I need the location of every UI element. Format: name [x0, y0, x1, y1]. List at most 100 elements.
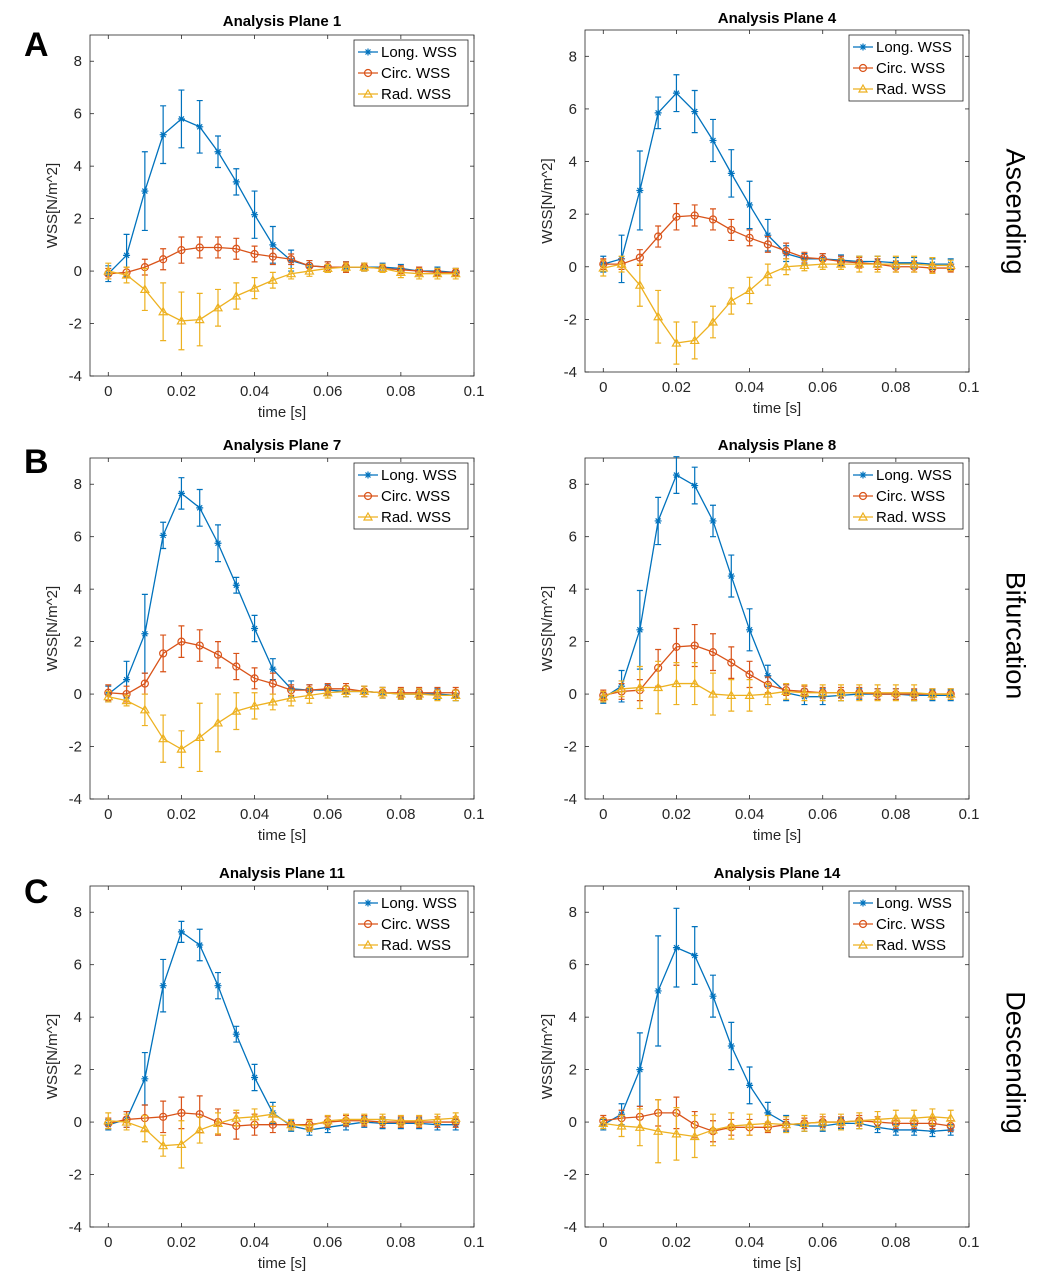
x-tick-label: 0.06 [313, 806, 342, 823]
data-point [598, 691, 609, 701]
legend-label: Circ. WSS [876, 60, 945, 77]
y-tick-label: -2 [564, 739, 577, 756]
data-point [636, 186, 644, 194]
data-point [196, 123, 204, 131]
data-point [744, 1119, 755, 1129]
data-point [140, 679, 149, 688]
legend-marker [364, 471, 372, 479]
data-point [250, 674, 259, 683]
data-point [159, 982, 167, 990]
data-point [287, 255, 296, 264]
data-point [654, 987, 662, 995]
chart-title: Analysis Plane 1 [223, 13, 341, 30]
data-point [672, 89, 680, 97]
x-tick-label: 0.06 [808, 806, 837, 823]
legend-marker [858, 919, 868, 929]
data-point [709, 136, 717, 144]
y-tick-label: 6 [74, 106, 82, 123]
y-tick-label: 6 [569, 101, 577, 118]
x-axis-label: time [s] [258, 404, 306, 421]
x-tick-label: 0 [599, 379, 607, 396]
data-point [139, 1123, 150, 1133]
data-point [890, 1112, 901, 1122]
data-point [103, 265, 114, 275]
data-point [232, 1030, 240, 1038]
data-point [231, 1112, 242, 1122]
row-label-descending: Descending [1000, 991, 1031, 1134]
legend-marker [858, 491, 868, 501]
data-point [817, 1116, 828, 1126]
row-label-ascending: Ascending [1000, 148, 1031, 275]
x-tick-label: 0.04 [240, 806, 269, 823]
data-point [781, 1119, 792, 1129]
y-tick-label: 4 [74, 581, 82, 598]
x-tick-label: 0.08 [386, 806, 415, 823]
data-point [158, 733, 169, 743]
data-point [708, 215, 718, 224]
y-axis-label: WSS[N/m^2] [44, 163, 61, 248]
legend: Long. WSS Circ. WSS Rad. WSS [848, 34, 964, 102]
series-rad-wss [103, 685, 461, 773]
legend-marker [857, 511, 869, 521]
data-point [598, 1118, 609, 1127]
data-point [781, 686, 792, 696]
y-tick-label: 8 [74, 476, 82, 493]
data-point [123, 251, 131, 259]
legend-label: Circ. WSS [876, 916, 945, 933]
y-tick-label: 8 [74, 53, 82, 70]
y-tick-label: 8 [569, 476, 577, 493]
legend-label: Long. WSS [381, 44, 457, 61]
x-tick-label: 0.08 [386, 1234, 415, 1251]
data-point [764, 231, 772, 239]
data-point [671, 678, 682, 688]
data-point [432, 690, 443, 699]
data-point [267, 696, 278, 706]
x-tick-label: 0.04 [240, 383, 269, 400]
legend-label: Circ. WSS [876, 488, 945, 505]
data-point [763, 240, 772, 249]
y-tick-label: 2 [74, 211, 82, 228]
data-point [158, 306, 169, 316]
y-tick-label: 2 [569, 634, 577, 651]
chart-title: Analysis Plane 8 [718, 437, 836, 454]
data-point [745, 670, 754, 679]
subplot-3: Analysis Plane 7 0 0.02 0.04 0.06 0.08 0.1 -4 -2… [44, 437, 484, 844]
data-point [194, 1124, 205, 1134]
data-point [727, 169, 735, 177]
legend-label: Long. WSS [876, 467, 952, 484]
x-tick-label: 0.1 [464, 806, 485, 823]
data-point [707, 316, 719, 326]
y-axis-label: WSS[N/m^2] [44, 1014, 61, 1099]
y-tick-label: 2 [74, 634, 82, 651]
legend-label: Long. WSS [381, 467, 457, 484]
y-tick-label: 0 [74, 686, 82, 703]
y-tick-label: 0 [569, 259, 577, 276]
data-point [177, 637, 186, 646]
data-point [251, 1073, 259, 1081]
data-point [395, 688, 406, 698]
x-axis-label: time [s] [258, 827, 306, 844]
legend-marker [364, 48, 372, 56]
data-point [799, 260, 810, 270]
data-point [158, 1140, 169, 1150]
x-tick-label: 0.1 [464, 383, 485, 400]
legend-label: Rad. WSS [876, 509, 946, 526]
data-point [727, 572, 735, 580]
legend: Long. WSS Circ. WSS Rad. WSS [353, 890, 469, 958]
legend-label: Circ. WSS [381, 65, 450, 82]
panel-letter-c: C [24, 873, 49, 911]
x-tick-label: 0.04 [735, 379, 764, 396]
data-point [121, 1116, 132, 1126]
data-point [232, 662, 241, 671]
x-tick-label: 0.02 [662, 806, 691, 823]
x-axis-label: time [s] [258, 1255, 306, 1272]
data-point [854, 1115, 865, 1125]
x-tick-label: 0.1 [959, 379, 980, 396]
data-point [159, 649, 168, 658]
series-rad-wss [103, 261, 461, 351]
data-point [139, 284, 150, 294]
y-tick-label: -4 [69, 1219, 82, 1236]
data-point [653, 311, 664, 321]
legend-marker [363, 491, 373, 501]
data-point [251, 211, 259, 219]
